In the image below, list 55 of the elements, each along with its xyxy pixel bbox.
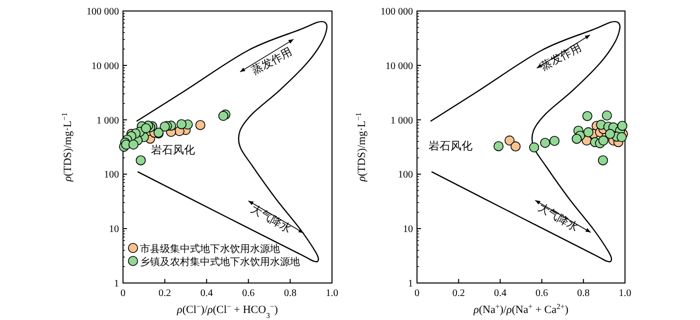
point: [617, 120, 628, 131]
x-tick-label: 1.0: [326, 288, 338, 299]
x-tick-label: 0.8: [577, 288, 590, 299]
x-tick-label: 0: [414, 288, 420, 299]
x-tick-label: 0.8: [284, 288, 296, 299]
point: [605, 128, 616, 139]
x-tick-label: 0.2: [452, 288, 465, 299]
point: [598, 136, 608, 146]
point: [529, 142, 540, 152]
annotation: 岩石风化: [151, 144, 196, 157]
point: [494, 141, 504, 152]
line-series: [430, 20, 620, 262]
point: [136, 155, 146, 166]
y-tick-label: 1 000: [96, 115, 119, 126]
legend-label: 市县级集中式地下水饮用水源地: [140, 243, 280, 255]
point: [140, 123, 151, 134]
y-tick-label: 10 000: [92, 60, 119, 72]
x-tick-label: 0: [120, 288, 126, 299]
y-tick-label: 10 000: [386, 60, 413, 72]
x-tick-label: 0.2: [158, 288, 172, 299]
point: [128, 140, 138, 150]
y-tick-label: 1: [408, 278, 413, 290]
y-tick-label: 10: [403, 224, 413, 236]
x-tick-label: 0.4: [200, 288, 213, 299]
y-tick-label: 10: [109, 224, 119, 236]
text: ρ(Na$^{+}$)/ρ(Na$^{+}$ + Ca$^{2+}$): [474, 302, 568, 316]
point: [549, 136, 560, 146]
point: [598, 155, 608, 166]
x-tick-label: 0.6: [242, 288, 255, 299]
annotation: 蒸发作用: [538, 40, 584, 73]
y-tick-label: 100 000: [86, 6, 119, 18]
annotation: 大气降水: [536, 200, 580, 234]
point: [540, 138, 550, 148]
annotation: 蒸发作用: [249, 45, 294, 78]
point: [176, 119, 187, 130]
text: ρ(Cl$^{−}$)/ρ(Cl$^{−}$ + HCO$_{3}$$^{−}$): [177, 302, 278, 320]
x-tick-label: 1.0: [618, 288, 632, 299]
annotation: 岩石风化: [428, 140, 472, 153]
annotation: 大气降水: [248, 202, 294, 236]
x-tick-label: 0.6: [536, 288, 548, 299]
point: [510, 141, 521, 152]
point: [602, 110, 612, 120]
y-tick-label: 100: [104, 170, 119, 181]
point: [195, 120, 206, 130]
y-tick-label: 100 000: [380, 6, 413, 18]
x-tick-label: 0.4: [494, 288, 506, 299]
y-tick-label: 1 000: [390, 115, 413, 126]
point: [616, 132, 627, 142]
point: [572, 134, 582, 144]
y-tick-label: 1: [114, 278, 119, 290]
point: [582, 111, 592, 122]
point: [504, 136, 515, 146]
point: [583, 127, 594, 138]
legend-label: 乡镇及农村集中式地下水饮用水源地: [140, 256, 300, 268]
y-tick-label: 100: [398, 170, 413, 181]
